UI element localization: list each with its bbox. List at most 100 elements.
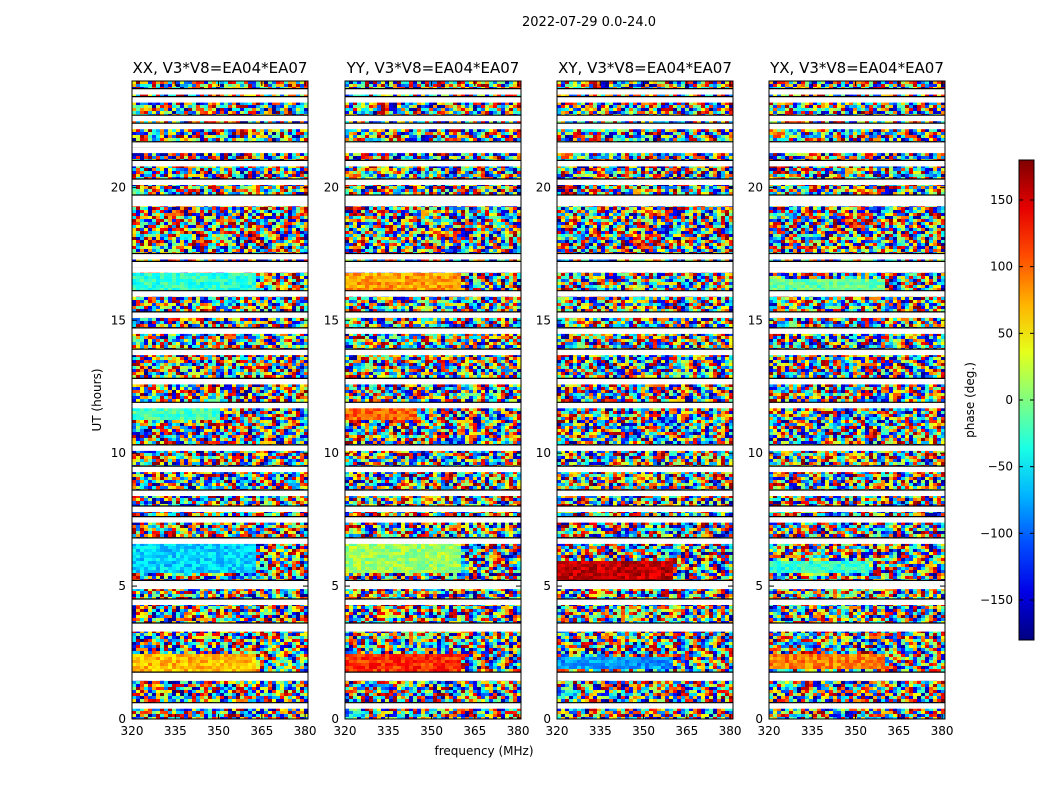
flagged-row (557, 702, 733, 709)
x-tick-label: 350 (207, 724, 230, 738)
panel-1: XX, V3*V8=EA04*EA07 320 335 350 365 380 0 5 10 15… (111, 59, 317, 738)
x-tick-label: 380 (507, 724, 530, 738)
flagged-row (345, 327, 521, 334)
flagged-row (345, 253, 521, 260)
flagged-row (132, 672, 308, 679)
phase-cells (132, 81, 308, 719)
flagged-row (557, 195, 733, 201)
flagged-row (132, 580, 308, 587)
flagged-row (557, 580, 733, 587)
flagged-row (769, 253, 945, 260)
flagged-row (345, 88, 521, 95)
flagged-row (132, 253, 308, 260)
flagged-row (132, 195, 308, 201)
flagged-row (769, 672, 945, 679)
y-tick-label: 0 (118, 712, 126, 726)
phase-cells (345, 81, 521, 719)
x-tick-label: 335 (589, 724, 612, 738)
flagged-row (769, 378, 945, 385)
flagged-row (345, 261, 521, 268)
flagged-row (345, 115, 521, 122)
flagged-row (557, 402, 733, 409)
flagged-row (769, 402, 945, 409)
colorbar-tick-label: 150 (990, 193, 1013, 207)
flagged-row (132, 261, 308, 268)
flagged-row (345, 599, 521, 605)
x-tick-label: 350 (420, 724, 443, 738)
flagged-row (345, 123, 521, 130)
y-tick-label: 15 (536, 313, 551, 327)
y-tick-label: 5 (755, 579, 763, 593)
y-tick-label: 10 (324, 446, 339, 460)
flagged-row (132, 506, 308, 512)
flagged-row (132, 378, 308, 385)
panel-frame (131, 80, 309, 720)
flagged-row (345, 516, 521, 523)
panel-title: XY, V3*V8=EA04*EA07 (558, 59, 732, 77)
phase-cells (557, 81, 733, 719)
x-tick-label: 365 (250, 724, 273, 738)
panel-frame (344, 80, 522, 720)
flagged-row (132, 115, 308, 122)
flagged-row (557, 123, 733, 130)
flagged-row (132, 623, 308, 629)
flagged-row (132, 402, 308, 409)
panel-frame (556, 80, 734, 720)
flagged-row (769, 290, 945, 297)
y-axis-label: UT (hours) (90, 368, 104, 431)
flagged-row (769, 490, 945, 496)
x-axis-label: frequency (MHz) (434, 744, 533, 758)
y-tick-label: 20 (748, 180, 763, 194)
flagged-row (557, 261, 733, 268)
y-tick-label: 10 (748, 446, 763, 460)
panel-3: XY, V3*V8=EA04*EA07 320 335 350 365 380 0 5 10 15… (536, 59, 742, 738)
flagged-row (345, 147, 521, 154)
flagged-row (769, 200, 945, 207)
colorbar: 150 100 50 0 −50 −100 −150 (980, 159, 1035, 641)
y-tick-label: 20 (324, 180, 339, 194)
y-tick-label: 10 (536, 446, 551, 460)
panel-title: YX, V3*V8=EA04*EA07 (769, 59, 944, 77)
flagged-row (769, 261, 945, 268)
flagged-row (557, 88, 733, 95)
flagged-row (557, 672, 733, 679)
flagged-row (557, 311, 733, 318)
flagged-row (345, 702, 521, 709)
flagged-row (769, 88, 945, 95)
flagged-row (769, 327, 945, 334)
y-tick-label: 5 (118, 579, 126, 593)
figure-title: 2022-07-29 0.0-24.0 (522, 15, 656, 30)
flagged-row (345, 160, 521, 167)
panel-2: YY, V3*V8=EA04*EA07 320 335 350 365 380 0 5 10 15… (324, 59, 530, 738)
flagged-row (132, 290, 308, 297)
flagged-row (557, 141, 733, 148)
flagged-row (345, 290, 521, 297)
x-tick-label: 320 (546, 724, 569, 738)
x-tick-label: 380 (931, 724, 954, 738)
x-tick-label: 320 (758, 724, 781, 738)
y-tick-label: 20 (111, 180, 126, 194)
colorbar-tick-label: 100 (990, 260, 1013, 274)
panel-frame (768, 80, 946, 720)
y-tick-label: 15 (748, 313, 763, 327)
flagged-row (769, 266, 945, 273)
flagged-row (769, 123, 945, 130)
flagged-row (345, 444, 521, 451)
y-tick-label: 5 (543, 579, 551, 593)
flagged-row (132, 444, 308, 451)
flagged-row (557, 537, 733, 544)
flagged-row (557, 266, 733, 273)
flagged-row (345, 466, 521, 473)
x-tick-label: 335 (377, 724, 400, 738)
panel-title: XX, V3*V8=EA04*EA07 (133, 59, 308, 77)
flagged-row (769, 444, 945, 451)
flagged-row (345, 195, 521, 201)
flagged-row (557, 490, 733, 496)
flagged-row (769, 623, 945, 629)
panel-title: YY, V3*V8=EA04*EA07 (346, 59, 520, 77)
flagged-row (557, 516, 733, 523)
colorbar-tick-label: −50 (988, 460, 1013, 474)
flagged-row (345, 623, 521, 629)
flagged-row (345, 179, 521, 185)
